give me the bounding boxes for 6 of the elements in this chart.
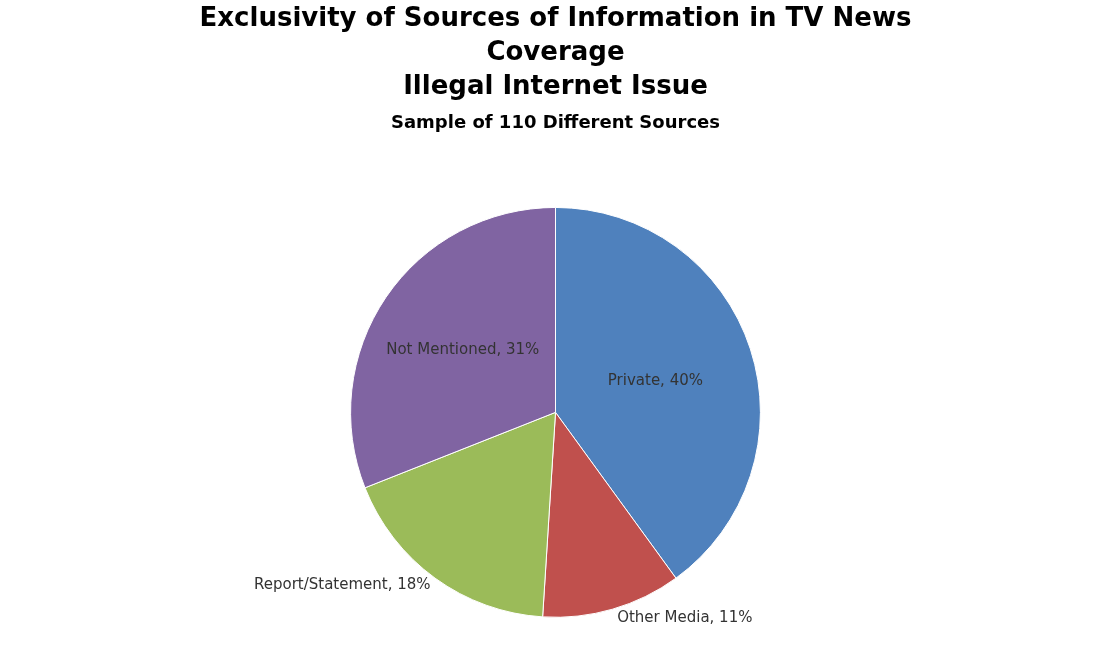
slice-label: Not Mentioned, 31% <box>386 340 540 359</box>
slice-label: Report/Statement, 18% <box>253 575 431 594</box>
chart-subtitle: Sample of 110 Different Sources <box>391 110 720 132</box>
slice-label: Private, 40% <box>607 370 703 389</box>
slice-label: Other Media, 11% <box>617 608 753 627</box>
chart-title: Exclusivity of Sources of Information in TV News Coverage Illegal Internet Issue <box>199 2 912 100</box>
